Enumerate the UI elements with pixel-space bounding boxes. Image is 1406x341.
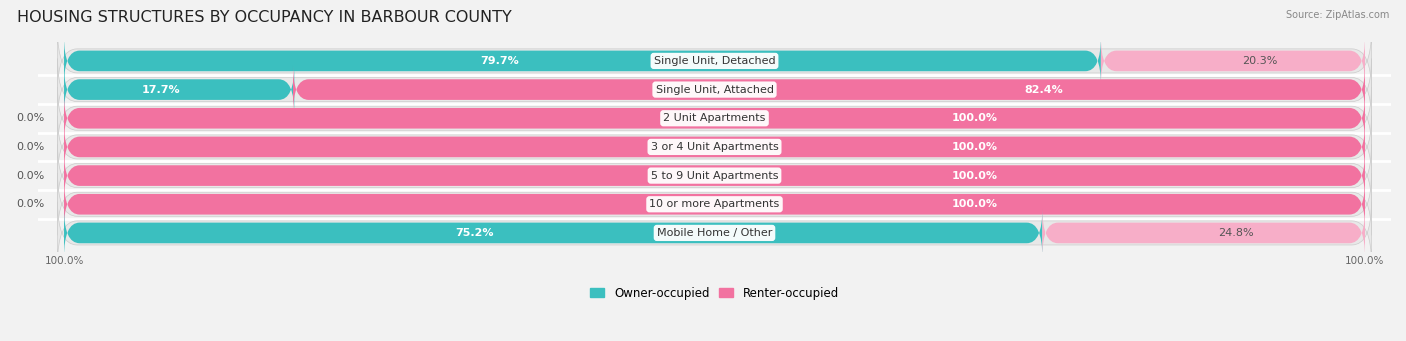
Text: 100.0%: 100.0%	[952, 142, 998, 152]
FancyBboxPatch shape	[65, 180, 1365, 228]
Text: 2 Unit Apartments: 2 Unit Apartments	[664, 113, 766, 123]
Text: 100.0%: 100.0%	[952, 170, 998, 181]
Text: 79.7%: 79.7%	[479, 56, 519, 66]
FancyBboxPatch shape	[65, 151, 1365, 200]
Text: 100.0%: 100.0%	[952, 199, 998, 209]
Text: 5 to 9 Unit Apartments: 5 to 9 Unit Apartments	[651, 170, 779, 181]
FancyBboxPatch shape	[58, 87, 1371, 149]
Text: Single Unit, Attached: Single Unit, Attached	[655, 85, 773, 94]
FancyBboxPatch shape	[1101, 37, 1365, 85]
Text: 24.8%: 24.8%	[1218, 228, 1254, 238]
FancyBboxPatch shape	[65, 37, 1101, 85]
Text: 17.7%: 17.7%	[142, 85, 180, 94]
FancyBboxPatch shape	[65, 209, 1042, 257]
FancyBboxPatch shape	[65, 94, 1365, 142]
FancyBboxPatch shape	[58, 59, 1371, 121]
FancyBboxPatch shape	[1042, 209, 1365, 257]
Text: Single Unit, Detached: Single Unit, Detached	[654, 56, 775, 66]
FancyBboxPatch shape	[292, 65, 1365, 114]
FancyBboxPatch shape	[58, 145, 1371, 207]
FancyBboxPatch shape	[65, 123, 1365, 171]
Text: HOUSING STRUCTURES BY OCCUPANCY IN BARBOUR COUNTY: HOUSING STRUCTURES BY OCCUPANCY IN BARBO…	[17, 10, 512, 25]
Legend: Owner-occupied, Renter-occupied: Owner-occupied, Renter-occupied	[585, 282, 844, 304]
FancyBboxPatch shape	[65, 65, 294, 114]
Text: 82.4%: 82.4%	[1024, 85, 1063, 94]
Text: 0.0%: 0.0%	[17, 170, 45, 181]
Text: Mobile Home / Other: Mobile Home / Other	[657, 228, 772, 238]
Text: 20.3%: 20.3%	[1241, 56, 1277, 66]
Text: 3 or 4 Unit Apartments: 3 or 4 Unit Apartments	[651, 142, 779, 152]
FancyBboxPatch shape	[58, 173, 1371, 235]
Text: 0.0%: 0.0%	[17, 199, 45, 209]
Text: 75.2%: 75.2%	[456, 228, 494, 238]
Text: 0.0%: 0.0%	[17, 113, 45, 123]
Text: 100.0%: 100.0%	[952, 113, 998, 123]
FancyBboxPatch shape	[58, 202, 1371, 264]
FancyBboxPatch shape	[58, 30, 1371, 92]
Text: 10 or more Apartments: 10 or more Apartments	[650, 199, 780, 209]
Text: Source: ZipAtlas.com: Source: ZipAtlas.com	[1285, 10, 1389, 20]
Text: 0.0%: 0.0%	[17, 142, 45, 152]
FancyBboxPatch shape	[58, 116, 1371, 178]
